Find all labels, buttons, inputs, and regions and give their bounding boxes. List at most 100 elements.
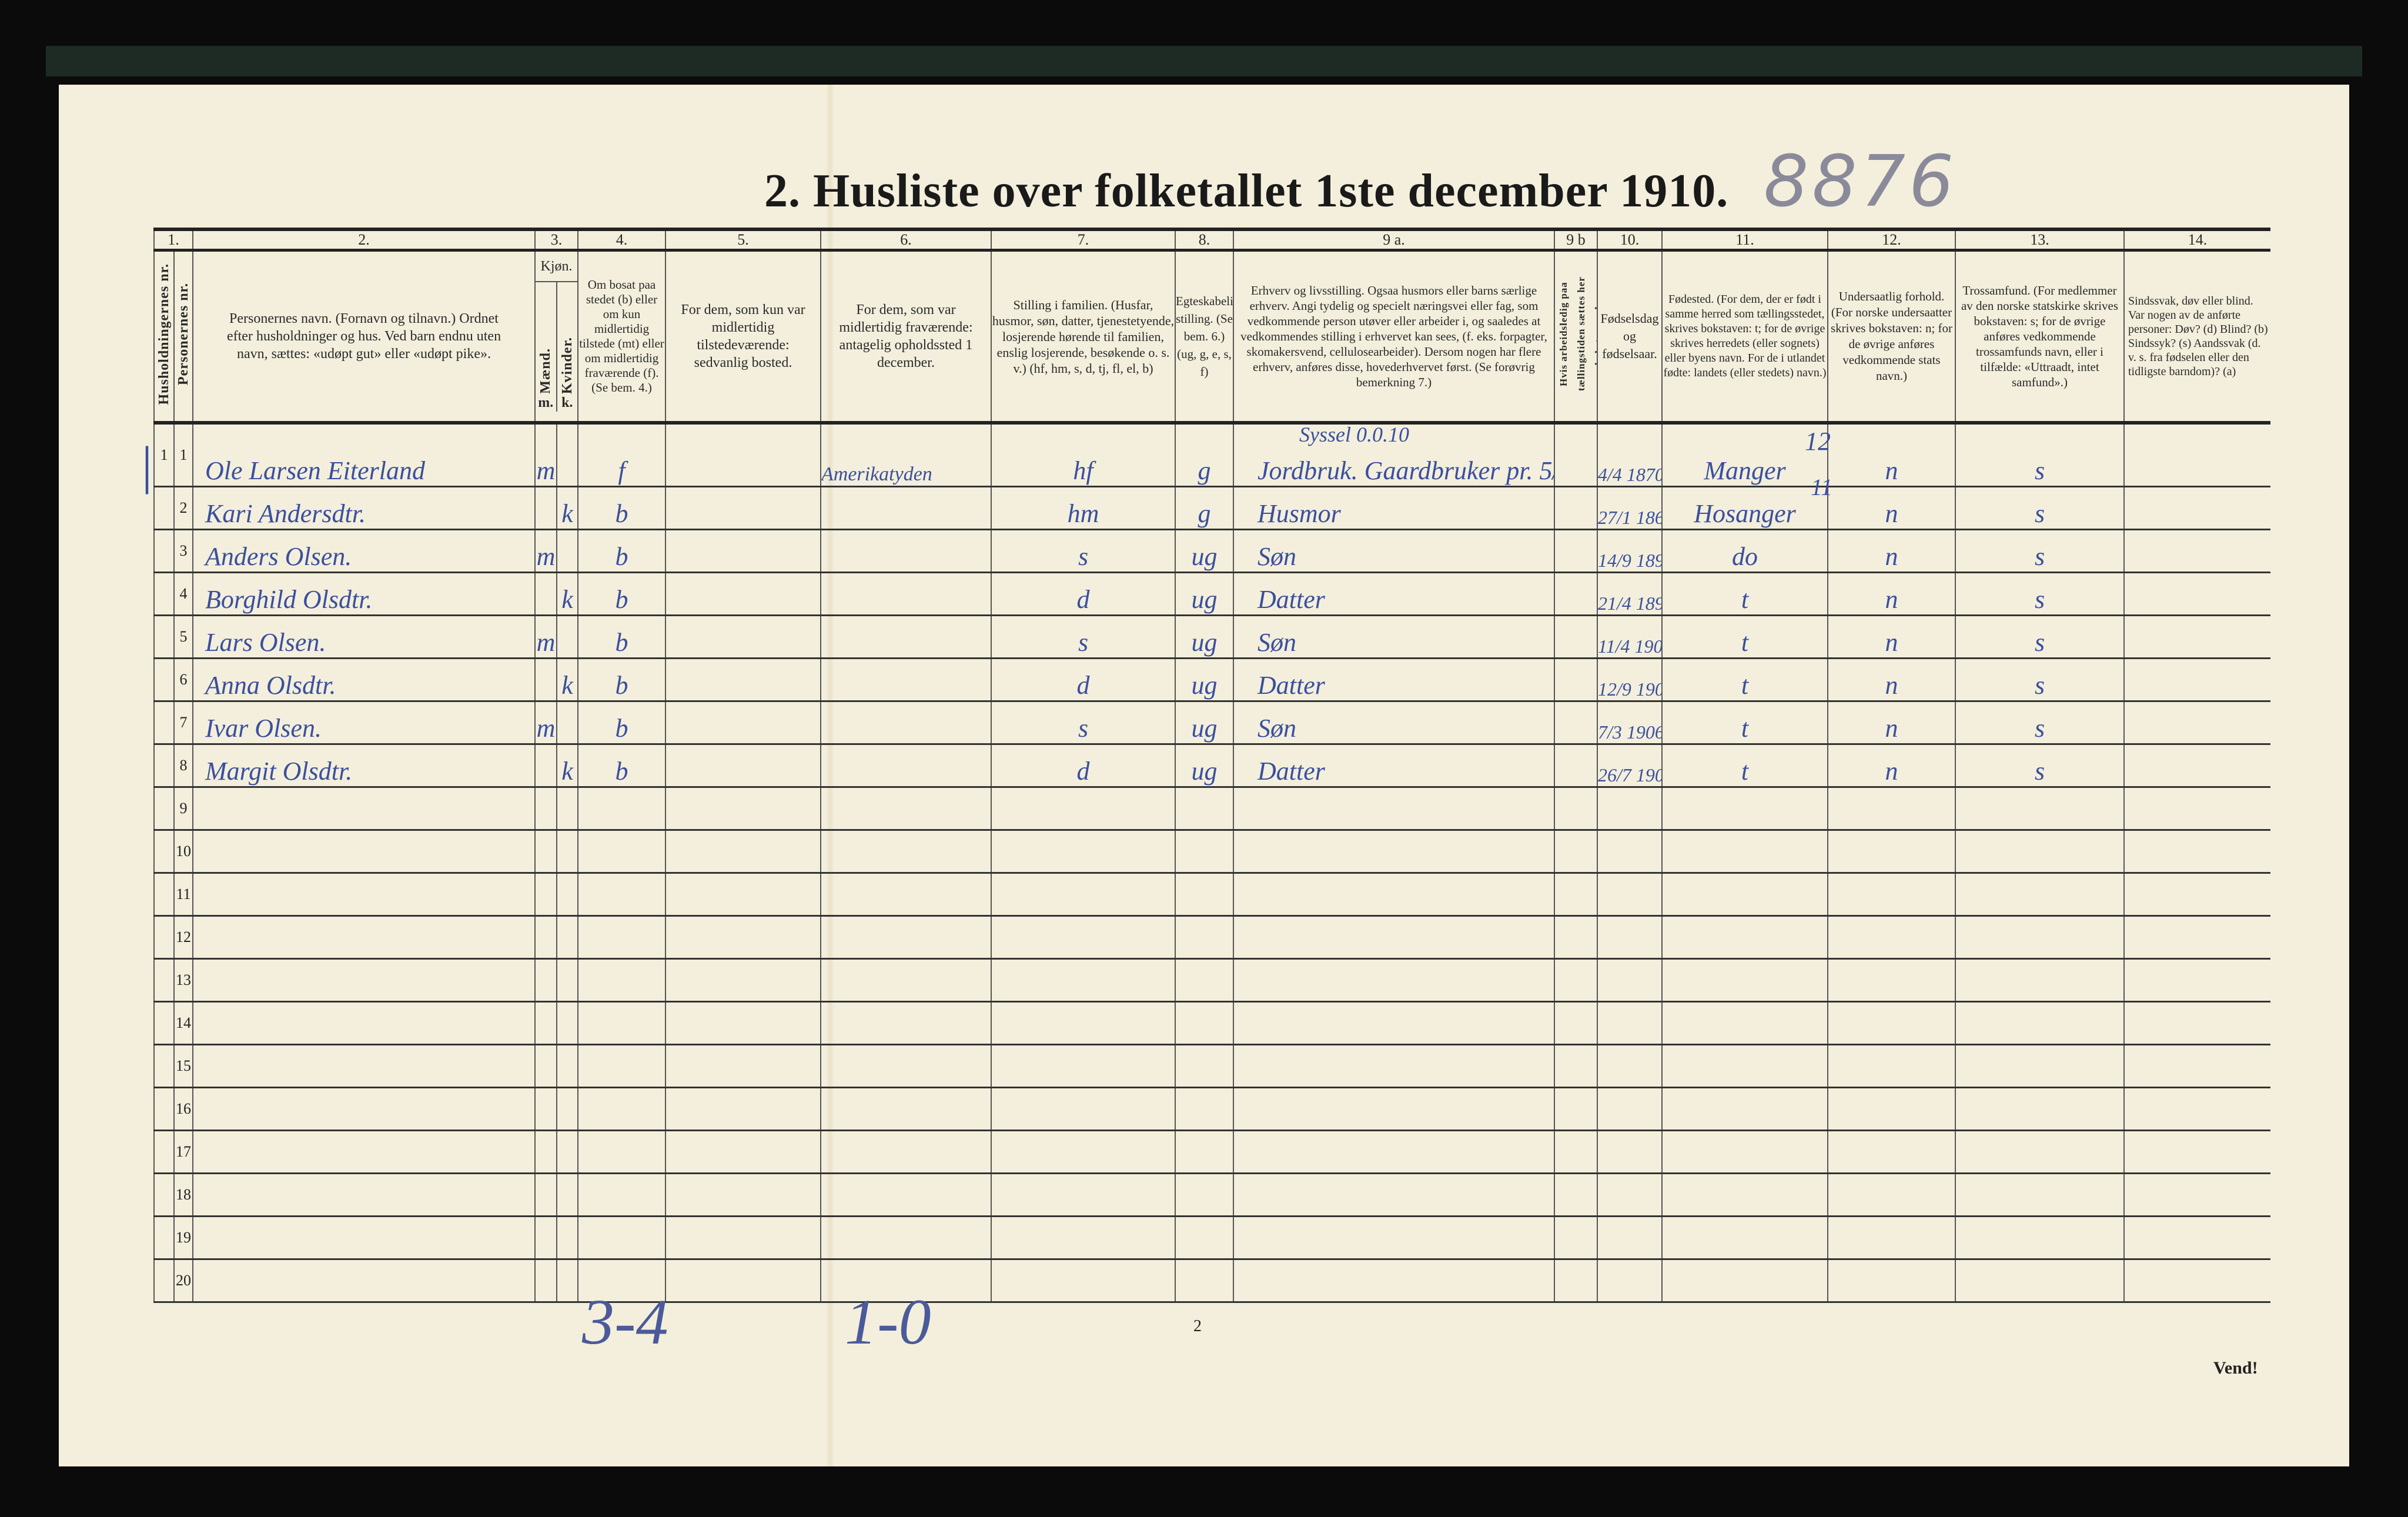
person-name-cell <box>192 830 535 874</box>
citizenship-cell: n <box>1827 658 1955 702</box>
residence-status-cell <box>577 1173 665 1217</box>
unemployed-cell <box>1554 1087 1597 1131</box>
birth-date-cell: 26/7 1909 <box>1597 744 1662 788</box>
family-position-cell <box>991 1259 1175 1303</box>
sex-female-cell <box>556 915 578 960</box>
person-name-cell: Anna Olsdtr. <box>192 658 535 702</box>
birth-date-cell <box>1597 1259 1662 1303</box>
person-nr-cell: 9 <box>173 787 193 831</box>
person-name-cell <box>192 1216 535 1260</box>
header-sex-label: Kjøn. <box>536 252 577 282</box>
birth-date-cell <box>1597 1044 1662 1088</box>
household-nr-cell <box>153 830 174 874</box>
person-nr-cell: 16 <box>173 1087 193 1131</box>
birth-date-cell: 21/4 1899 <box>1597 572 1662 616</box>
person-nr-cell: 5 <box>173 615 193 659</box>
person-nr-cell: 15 <box>173 1044 193 1088</box>
household-nr-cell <box>153 1044 174 1088</box>
usual-residence-cell <box>665 1216 821 1260</box>
table-row: 10 <box>153 830 2270 874</box>
residence-status-cell <box>577 1130 665 1174</box>
religion-cell: s <box>1955 423 2124 487</box>
usual-residence-cell <box>665 958 821 1003</box>
family-position-cell: d <box>991 744 1175 788</box>
religion-cell <box>1955 1087 2124 1131</box>
birthplace-cell: t <box>1661 572 1828 616</box>
unemployed-cell <box>1554 1130 1597 1174</box>
citizenship-cell: n <box>1827 423 1955 487</box>
unemployed-cell <box>1554 1044 1597 1088</box>
person-name-cell: Anders Olsen. <box>192 529 535 573</box>
temporary-location-cell <box>820 1259 991 1303</box>
religion-cell <box>1955 1173 2124 1217</box>
person-name-cell <box>192 1173 535 1217</box>
temporary-location-cell <box>820 1001 991 1045</box>
person-nr-cell: 7 <box>173 701 193 745</box>
birth-date-cell: 14/9 1896 <box>1597 529 1662 573</box>
disability-cell <box>2123 787 2270 831</box>
marital-status-cell <box>1175 958 1233 1003</box>
person-name-cell <box>192 873 535 917</box>
header-religion: Trossamfund. (For medlemmer av den norsk… <box>1955 250 2124 425</box>
person-name-cell <box>192 915 535 960</box>
scan-top-band <box>46 46 2362 76</box>
sex-male-cell: m <box>534 529 557 573</box>
occupation-cell <box>1233 1044 1554 1088</box>
birthplace-cell <box>1661 1173 1828 1217</box>
citizenship-cell <box>1827 873 1955 917</box>
unemployed-cell <box>1554 1216 1597 1260</box>
unemployed-cell <box>1554 572 1597 616</box>
citizenship-cell: n <box>1827 744 1955 788</box>
sex-female-cell <box>556 529 578 573</box>
family-position-cell: hm <box>991 486 1175 530</box>
disability-cell <box>2123 1173 2270 1217</box>
disability-cell <box>2123 1087 2270 1131</box>
header-name: Personernes navn. (Fornavn og tilnavn.) … <box>192 250 535 425</box>
table-row: 11 <box>153 873 2270 917</box>
household-nr-cell: 1 <box>153 423 174 487</box>
col-number: 14. <box>2123 228 2270 252</box>
religion-cell: s <box>1955 701 2124 745</box>
citizenship-cell <box>1827 1087 1955 1131</box>
unemployed-cell <box>1554 1259 1597 1303</box>
person-name-cell: Lars Olsen. <box>192 615 535 659</box>
marital-status-cell <box>1175 1216 1233 1260</box>
disability-cell <box>2123 1130 2270 1174</box>
header-birthplace: Fødested. (For dem, der er født i samme … <box>1661 250 1828 425</box>
household-nr-cell <box>153 1130 174 1174</box>
header-m: m. <box>538 395 554 410</box>
religion-cell <box>1955 830 2124 874</box>
disability-cell <box>2123 615 2270 659</box>
table-row: 1 1 Ole Larsen Eiterland m f Amerikatyden hf g J… <box>153 423 2270 487</box>
family-position-cell: d <box>991 658 1175 702</box>
person-name-cell: Ole Larsen Eiterland <box>192 423 535 487</box>
residence-status-cell: b <box>577 529 665 573</box>
person-nr-cell: 14 <box>173 1001 193 1045</box>
census-table: 1. 2. 3. 4. 5. 6. 7. 8. 9 a. 9 b 10. 11.… <box>153 228 2270 1303</box>
household-nr-cell <box>153 787 174 831</box>
header-temporary-location: For dem, som var midlertidig fraværende:… <box>820 250 991 425</box>
birthplace-cell <box>1661 1087 1828 1131</box>
header-citizenship: Undersaatlig forhold. (For norske unders… <box>1827 250 1955 425</box>
usual-residence-cell <box>665 572 821 616</box>
usual-residence-cell <box>665 1001 821 1045</box>
household-mark: | <box>139 436 153 494</box>
birth-date-cell <box>1597 1001 1662 1045</box>
residence-status-cell <box>577 1044 665 1088</box>
col-number: 13. <box>1955 228 2124 252</box>
family-position-cell: s <box>991 529 1175 573</box>
temporary-location-cell: Amerikatyden <box>820 423 991 487</box>
sex-female-cell <box>556 701 578 745</box>
disability-cell <box>2123 1001 2270 1045</box>
birth-date-cell <box>1597 1130 1662 1174</box>
family-position-cell <box>991 1173 1175 1217</box>
header-marital-status: Egteskabelig stilling. (Se bem. 6.) (ug,… <box>1175 250 1233 425</box>
occupation-cell: Datter <box>1233 572 1554 616</box>
sex-male-cell <box>534 915 557 960</box>
sex-male-cell <box>534 1087 557 1131</box>
birth-date-cell <box>1597 958 1662 1003</box>
sex-male-cell <box>534 486 557 530</box>
temporary-location-cell <box>820 658 991 702</box>
religion-cell <box>1955 915 2124 960</box>
